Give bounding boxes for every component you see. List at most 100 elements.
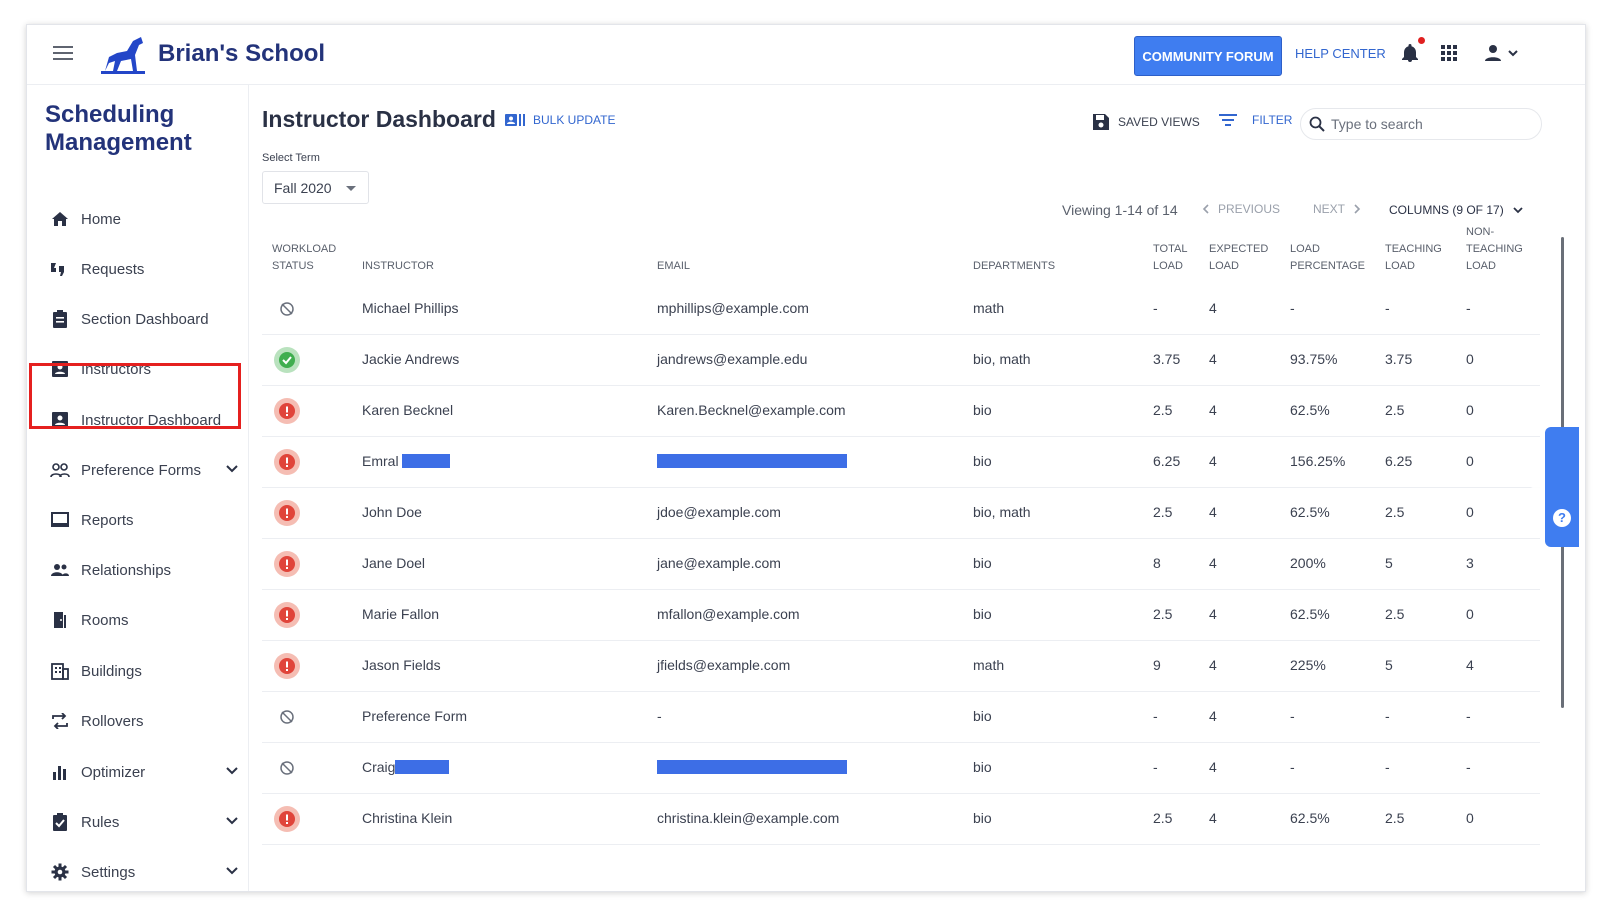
- table-row[interactable]: Jackie Andrews jandrews@example.edu bio, m…: [262, 335, 1540, 386]
- account-icon[interactable]: [1483, 43, 1525, 63]
- sidebar-item-section-dashboard[interactable]: Section Dashboard: [49, 302, 239, 336]
- cell-name[interactable]: Jane Doel: [362, 555, 425, 571]
- help-center-link[interactable]: HELP CENTER: [1295, 46, 1386, 61]
- table-row[interactable]: Craig bio - 4 - - -: [262, 743, 1540, 794]
- cell-name[interactable]: Christina Klein: [362, 810, 452, 826]
- sidebar-item-reports[interactable]: Reports: [49, 503, 239, 537]
- cell-expected: 4: [1209, 453, 1217, 469]
- header-non-teaching-load[interactable]: NON- TEACHING LOAD: [1466, 224, 1523, 275]
- header-email[interactable]: EMAIL: [657, 260, 691, 272]
- apps-grid-icon[interactable]: [1441, 45, 1457, 61]
- menu-icon[interactable]: [53, 46, 73, 62]
- cell-text: John Doe: [362, 504, 422, 520]
- cell-name[interactable]: Preference Form: [362, 708, 467, 724]
- cell-name[interactable]: Karen Becknel: [362, 402, 453, 418]
- table-row[interactable]: Emral bio 6.25 4 156.25% 6.25 0: [262, 437, 1540, 488]
- header-teaching-load[interactable]: TEACHING LOAD: [1385, 241, 1442, 275]
- no-status-icon: [274, 704, 300, 730]
- chevron-down-icon: [1513, 207, 1523, 214]
- sidebar-item-preference-forms[interactable]: Preference Forms: [49, 453, 239, 487]
- cell-total: 8: [1153, 555, 1161, 571]
- term-select[interactable]: Fall 2020: [262, 171, 369, 204]
- cell-text: 4: [1209, 657, 1217, 673]
- cell-name[interactable]: Craig: [362, 759, 450, 775]
- sidebar-item-buildings[interactable]: Buildings: [49, 654, 239, 688]
- cell-email[interactable]: jdoe@example.com: [657, 504, 781, 520]
- bell-icon[interactable]: [1399, 42, 1421, 64]
- saved-views-button[interactable]: SAVED VIEWS: [1092, 113, 1200, 131]
- cell-text: -: [1466, 708, 1471, 724]
- sidebar-item-relationships[interactable]: Relationships: [49, 553, 239, 587]
- sidebar-item-optimizer[interactable]: Optimizer: [49, 755, 239, 789]
- cell-email[interactable]: mfallon@example.com: [657, 606, 800, 622]
- cell-teaching: 2.5: [1385, 504, 1404, 520]
- sidebar-item-settings[interactable]: Settings: [49, 855, 239, 889]
- search-input[interactable]: [1329, 115, 1529, 133]
- cell-email[interactable]: [657, 759, 847, 775]
- filter-button[interactable]: FILTER: [1219, 113, 1292, 127]
- header-workload-status[interactable]: WORKLOAD STATUS: [272, 241, 336, 275]
- sidebar-item-home[interactable]: Home: [49, 202, 239, 236]
- chevron-down-icon[interactable]: [225, 764, 239, 778]
- redaction-bar: [657, 760, 847, 774]
- cell-email[interactable]: jane@example.com: [657, 555, 781, 571]
- table-row[interactable]: Michael Phillips mphillips@example.com mat…: [262, 284, 1540, 335]
- next-button[interactable]: NEXT: [1313, 202, 1363, 216]
- self-help-tab[interactable]: Self Help ?: [1529, 427, 1579, 547]
- header-total-load[interactable]: TOTAL LOAD: [1153, 241, 1187, 275]
- bulk-update-button[interactable]: BULK UPDATE: [505, 113, 615, 127]
- sidebar-item-label: Requests: [81, 260, 145, 278]
- cell-name[interactable]: Michael Phillips: [362, 300, 458, 316]
- cell-email[interactable]: mphillips@example.com: [657, 300, 809, 316]
- search-box[interactable]: [1300, 108, 1542, 140]
- cell-email[interactable]: Karen.Becknel@example.com: [657, 402, 846, 418]
- cell-name[interactable]: John Doe: [362, 504, 422, 520]
- table-row[interactable]: John Doe jdoe@example.com bio, math 2.5 4 62.…: [262, 488, 1540, 539]
- cell-name[interactable]: Marie Fallon: [362, 606, 439, 622]
- table-row[interactable]: Marie Fallon mfallon@example.com bio 2.5 4 62…: [262, 590, 1540, 641]
- alert-circle-icon: [274, 449, 300, 475]
- cell-total: -: [1153, 300, 1158, 316]
- sidebar-item-requests[interactable]: Requests: [49, 252, 239, 286]
- previous-button[interactable]: PREVIOUS: [1200, 202, 1280, 216]
- cell-text: Jason Fields: [362, 657, 441, 673]
- cell-name[interactable]: Jason Fields: [362, 657, 441, 673]
- sidebar-item-instructor-dashboard[interactable]: Instructor Dashboard: [49, 403, 239, 437]
- sidebar-item-rooms[interactable]: Rooms: [49, 603, 239, 637]
- cell-email[interactable]: -: [657, 708, 662, 724]
- chevron-down-icon[interactable]: [225, 864, 239, 878]
- door-icon: [49, 609, 71, 631]
- alert-circle-icon: [274, 500, 300, 526]
- community-forum-button[interactable]: COMMUNITY FORUM: [1134, 36, 1282, 76]
- table-row[interactable]: Karen Becknel Karen.Becknel@example.com bi…: [262, 386, 1540, 437]
- cell-email[interactable]: jandrews@example.edu: [657, 351, 807, 367]
- header-expected-load[interactable]: EXPECTED LOAD: [1209, 241, 1268, 275]
- group-icon: [49, 559, 71, 581]
- table-row[interactable]: Preference Form - bio - 4 - - -: [262, 692, 1540, 743]
- sidebar-item-rollovers[interactable]: Rollovers: [49, 704, 239, 738]
- cell-text: 6.25: [1153, 453, 1181, 469]
- columns-menu-button[interactable]: COLUMNS (9 OF 17): [1389, 203, 1524, 217]
- header-instructor[interactable]: INSTRUCTOR: [362, 260, 434, 272]
- cell-email[interactable]: christina.klein@example.com: [657, 810, 839, 826]
- cell-name[interactable]: Emral: [362, 453, 450, 469]
- chevron-down-icon[interactable]: [225, 814, 239, 828]
- cell-text: -: [1153, 708, 1158, 724]
- cell-text: 9: [1153, 657, 1161, 673]
- cell-email[interactable]: [657, 453, 847, 469]
- sidebar-item-rules[interactable]: Rules: [49, 805, 239, 839]
- cell-teaching: 5: [1385, 657, 1393, 673]
- chevron-down-icon[interactable]: [225, 462, 239, 476]
- header-load-percentage[interactable]: LOAD PERCENTAGE: [1290, 241, 1365, 275]
- cell-email[interactable]: jfields@example.com: [657, 657, 790, 673]
- table-row[interactable]: Jane Doel jane@example.com bio 8 4 200% 5 3: [262, 539, 1540, 590]
- cell-nonteaching: 0: [1466, 504, 1474, 520]
- cell-text: 6.25: [1385, 453, 1413, 469]
- header-departments[interactable]: DEPARTMENTS: [973, 260, 1056, 272]
- table-row[interactable]: Jason Fields jfields@example.com math 9 4 225…: [262, 641, 1540, 692]
- table-row[interactable]: Christina Klein christina.klein@example.c…: [262, 794, 1540, 845]
- cell-name[interactable]: Jackie Andrews: [362, 351, 459, 367]
- cell-text: 4: [1466, 657, 1474, 673]
- cell-expected: 4: [1209, 300, 1217, 316]
- cell-text: Jackie Andrews: [362, 351, 460, 367]
